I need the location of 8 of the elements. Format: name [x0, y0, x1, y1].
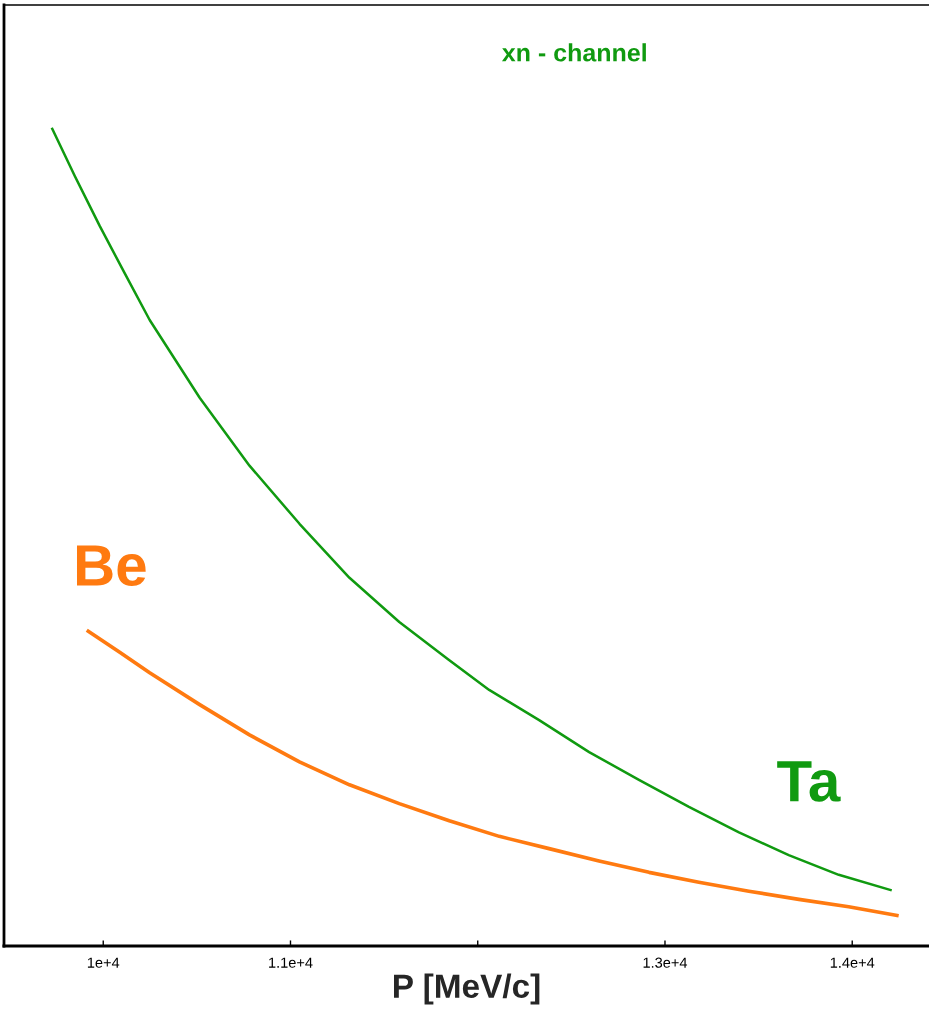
chart-title: xn - channel: [501, 43, 646, 62]
x-tick-label: 1e+4: [87, 957, 120, 968]
series-label: Ta: [777, 761, 841, 802]
x-tick-label: 1.3e+4: [643, 957, 688, 968]
x-tick-label: 1.4e+4: [830, 957, 875, 968]
series-label: Be: [76, 545, 146, 587]
x-tick-label: 1.1e+4: [269, 957, 313, 968]
x-axis-title: P [MeV/c]: [394, 973, 540, 1005]
